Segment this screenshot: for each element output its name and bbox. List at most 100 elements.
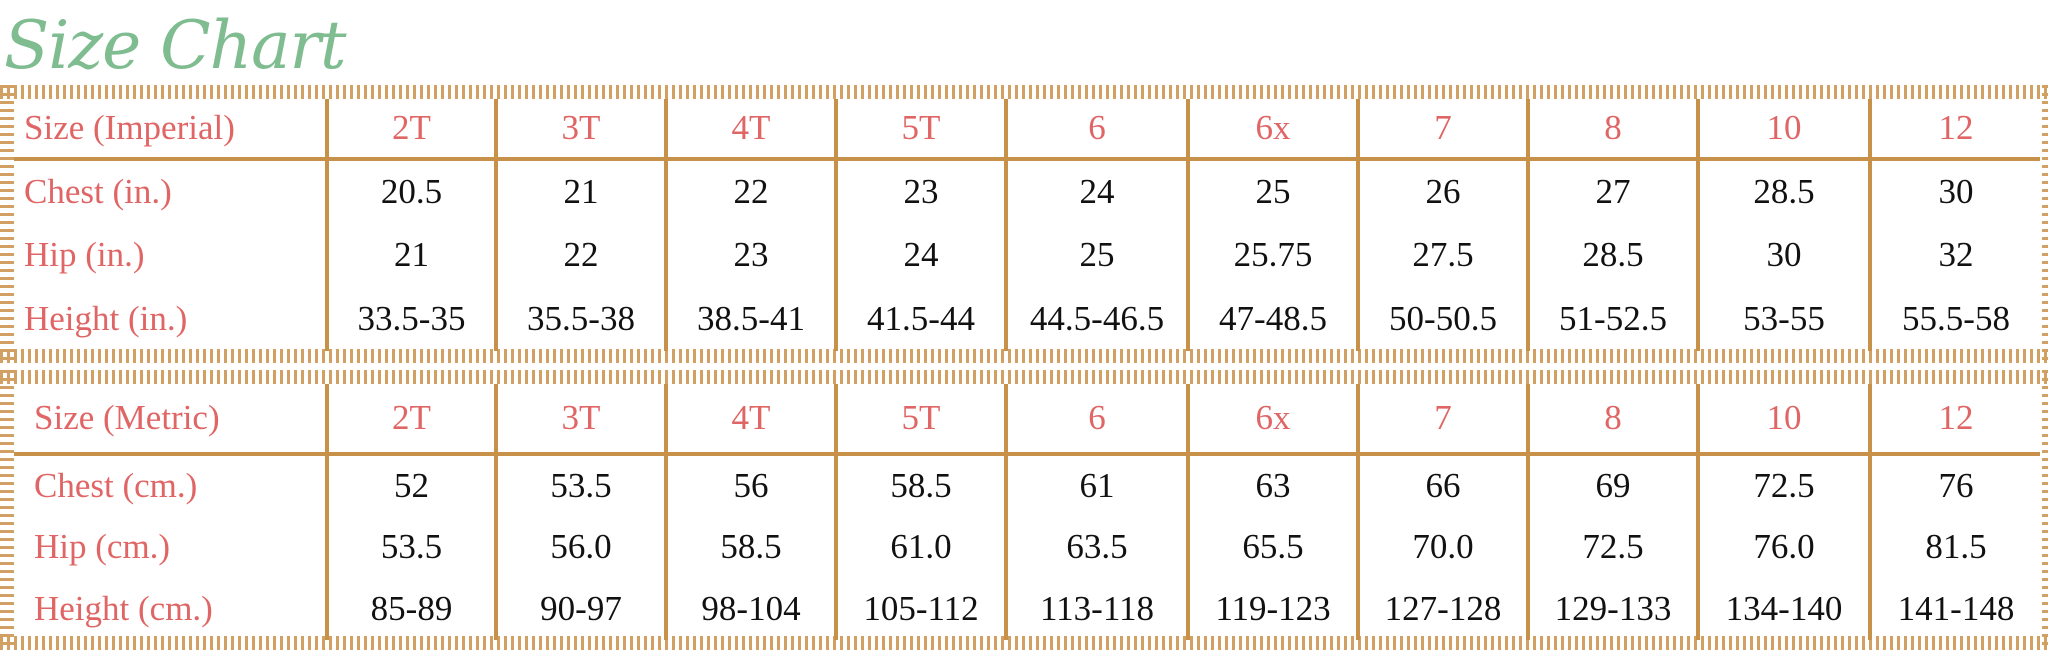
- cell-value: 61: [1004, 454, 1188, 516]
- bottom-border: [0, 349, 2048, 363]
- cell-value: 32: [1868, 223, 2040, 287]
- size-7: 7: [1356, 99, 1528, 161]
- cell-value: 50-50.5: [1356, 287, 1528, 351]
- cell-value: 21: [494, 159, 666, 223]
- size-8: 8: [1526, 99, 1698, 161]
- size-10: 10: [1696, 99, 1870, 161]
- cell-value: 141-148: [1868, 578, 2040, 640]
- metric-table: Size (Metric) 2T 3T 4T 5T 6 6x 7 8 10 12 Chest (cm.…: [14, 384, 2040, 640]
- cell-value: 129-133: [1526, 578, 1698, 640]
- cell-value: 58.5: [664, 516, 836, 578]
- cell-value: 81.5: [1868, 516, 2040, 578]
- row-label: Hip (cm.): [34, 527, 171, 566]
- header-row: Size (Metric) 2T 3T 4T 5T 6 6x 7 8 10 12: [14, 384, 2040, 456]
- cell-value: 26: [1356, 159, 1528, 223]
- metric-size-table: Size (Metric) 2T 3T 4T 5T 6 6x 7 8 10 12 Chest (cm.…: [0, 370, 2048, 650]
- size-7: 7: [1356, 384, 1528, 456]
- cell-value: 61.0: [834, 516, 1006, 578]
- size-4T: 4T: [664, 384, 836, 456]
- right-border: [2042, 370, 2048, 650]
- cell-value: 35.5-38: [494, 287, 666, 351]
- table-row: Height (cm.) 85-89 90-97 98-104 105-112 113-1…: [14, 578, 2040, 640]
- cell-value: 56: [664, 454, 836, 516]
- cell-value: 66: [1356, 454, 1528, 516]
- cell-value: 22: [664, 159, 836, 223]
- left-border: [0, 370, 14, 650]
- size-2T: 2T: [325, 384, 496, 456]
- size-3T: 3T: [494, 99, 666, 161]
- cell-value: 22: [494, 223, 666, 287]
- size-6: 6: [1004, 384, 1188, 456]
- cell-value: 72.5: [1526, 516, 1698, 578]
- cell-value: 56.0: [494, 516, 666, 578]
- cell-value: 127-128: [1356, 578, 1528, 640]
- cell-value: 51-52.5: [1526, 287, 1698, 351]
- cell-value: 23: [834, 159, 1006, 223]
- cell-value: 58.5: [834, 454, 1006, 516]
- cell-value: 47-48.5: [1186, 287, 1358, 351]
- cell-value: 53.5: [325, 516, 496, 578]
- table-row: Hip (in.) 21 22 23 24 25 25.75 27.5 28.5 30 32: [14, 223, 2040, 287]
- row-label: Height (cm.): [34, 589, 213, 628]
- cell-value: 105-112: [834, 578, 1006, 640]
- cell-value: 28.5: [1696, 159, 1870, 223]
- cell-value: 25.75: [1186, 223, 1358, 287]
- cell-value: 63.5: [1004, 516, 1188, 578]
- table-row: Chest (in.) 20.5 21 22 23 24 25 26 27 28.5 30: [14, 159, 2040, 223]
- cell-value: 134-140: [1696, 578, 1870, 640]
- size-header: Size (Metric): [14, 384, 327, 456]
- table-row: Height (in.) 33.5-35 35.5-38 38.5-41 41.5-44…: [14, 287, 2040, 351]
- size-4T: 4T: [664, 99, 836, 161]
- cell-value: 41.5-44: [834, 287, 1006, 351]
- cell-value: 38.5-41: [664, 287, 836, 351]
- cell-value: 23: [664, 223, 836, 287]
- size-6x: 6x: [1186, 99, 1358, 161]
- cell-value: 25: [1186, 159, 1358, 223]
- cell-value: 76: [1868, 454, 2040, 516]
- top-border: [0, 370, 2048, 384]
- size-12: 12: [1868, 384, 2040, 456]
- cell-value: 20.5: [325, 159, 496, 223]
- cell-value: 21: [325, 223, 496, 287]
- cell-value: 76.0: [1696, 516, 1870, 578]
- cell-value: 63: [1186, 454, 1358, 516]
- size-2T: 2T: [325, 99, 496, 161]
- size-3T: 3T: [494, 384, 666, 456]
- page-title: Size Chart: [4, 7, 347, 84]
- cell-value: 33.5-35: [325, 287, 496, 351]
- row-label: Chest (in.): [24, 172, 172, 211]
- size-6x: 6x: [1186, 384, 1358, 456]
- cell-value: 30: [1696, 223, 1870, 287]
- size-5T: 5T: [834, 99, 1006, 161]
- size-10: 10: [1696, 384, 1870, 456]
- top-border: [0, 85, 2048, 99]
- cell-value: 85-89: [325, 578, 496, 640]
- cell-value: 52: [325, 454, 496, 516]
- table-row: Chest (cm.) 52 53.5 56 58.5 61 63 66 69 72.5 76: [14, 454, 2040, 516]
- size-6: 6: [1004, 99, 1188, 161]
- size-12: 12: [1868, 99, 2040, 161]
- cell-value: 113-118: [1004, 578, 1188, 640]
- cell-value: 25: [1004, 223, 1188, 287]
- imperial-table: Size (Imperial) 2T 3T 4T 5T 6 6x 7 8 10 12 Chest (i…: [14, 99, 2040, 351]
- size-header: Size (Imperial): [14, 99, 327, 161]
- size-8: 8: [1526, 384, 1698, 456]
- cell-value: 53-55: [1696, 287, 1870, 351]
- cell-value: 44.5-46.5: [1004, 287, 1188, 351]
- right-border: [2042, 85, 2048, 363]
- cell-value: 119-123: [1186, 578, 1358, 640]
- cell-value: 69: [1526, 454, 1698, 516]
- cell-value: 27.5: [1356, 223, 1528, 287]
- cell-value: 27: [1526, 159, 1698, 223]
- cell-value: 98-104: [664, 578, 836, 640]
- table-row: Hip (cm.) 53.5 56.0 58.5 61.0 63.5 65.5 70.0 72.…: [14, 516, 2040, 578]
- left-border: [0, 85, 14, 363]
- row-label: Height (in.): [24, 299, 188, 338]
- row-label: Chest (cm.): [34, 466, 198, 505]
- cell-value: 53.5: [494, 454, 666, 516]
- cell-value: 70.0: [1356, 516, 1528, 578]
- cell-value: 72.5: [1696, 454, 1870, 516]
- cell-value: 90-97: [494, 578, 666, 640]
- cell-value: 24: [1004, 159, 1188, 223]
- imperial-size-table: Size (Imperial) 2T 3T 4T 5T 6 6x 7 8 10 12 Chest (i…: [0, 85, 2048, 363]
